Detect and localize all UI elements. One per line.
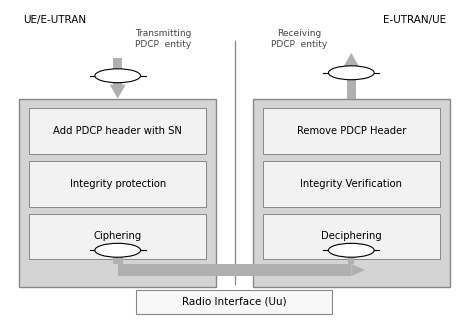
- Text: Integrity Verification: Integrity Verification: [300, 179, 402, 189]
- Polygon shape: [346, 244, 356, 258]
- Bar: [29, 161, 206, 207]
- Ellipse shape: [328, 66, 374, 80]
- Polygon shape: [110, 85, 126, 99]
- Bar: [29, 214, 206, 259]
- Ellipse shape: [95, 243, 141, 257]
- Text: Radio Interface (Uu): Radio Interface (Uu): [182, 297, 286, 307]
- Ellipse shape: [95, 69, 141, 83]
- Text: Ciphering: Ciphering: [94, 231, 142, 241]
- Bar: [263, 109, 440, 154]
- Text: Deciphering: Deciphering: [321, 231, 382, 241]
- Bar: [19, 99, 216, 287]
- Polygon shape: [343, 53, 359, 67]
- Bar: [348, 258, 354, 264]
- Ellipse shape: [328, 243, 374, 257]
- Bar: [113, 256, 123, 264]
- Text: Add PDCP header with SN: Add PDCP header with SN: [53, 126, 182, 136]
- Text: Transmitting
PDCP  entity: Transmitting PDCP entity: [135, 29, 192, 49]
- Bar: [263, 161, 440, 207]
- Text: Remove PDCP Header: Remove PDCP Header: [296, 126, 406, 136]
- Bar: [113, 58, 122, 85]
- Polygon shape: [351, 264, 365, 276]
- Bar: [136, 290, 333, 314]
- Bar: [29, 109, 206, 154]
- Bar: [253, 99, 450, 287]
- Text: E-UTRAN/UE: E-UTRAN/UE: [383, 15, 446, 25]
- Bar: [347, 67, 356, 99]
- Bar: [118, 264, 351, 276]
- Text: Integrity protection: Integrity protection: [69, 179, 166, 189]
- Text: Receiving
PDCP  entity: Receiving PDCP entity: [272, 29, 328, 49]
- Bar: [263, 214, 440, 259]
- Text: UE/E-UTRAN: UE/E-UTRAN: [23, 15, 86, 25]
